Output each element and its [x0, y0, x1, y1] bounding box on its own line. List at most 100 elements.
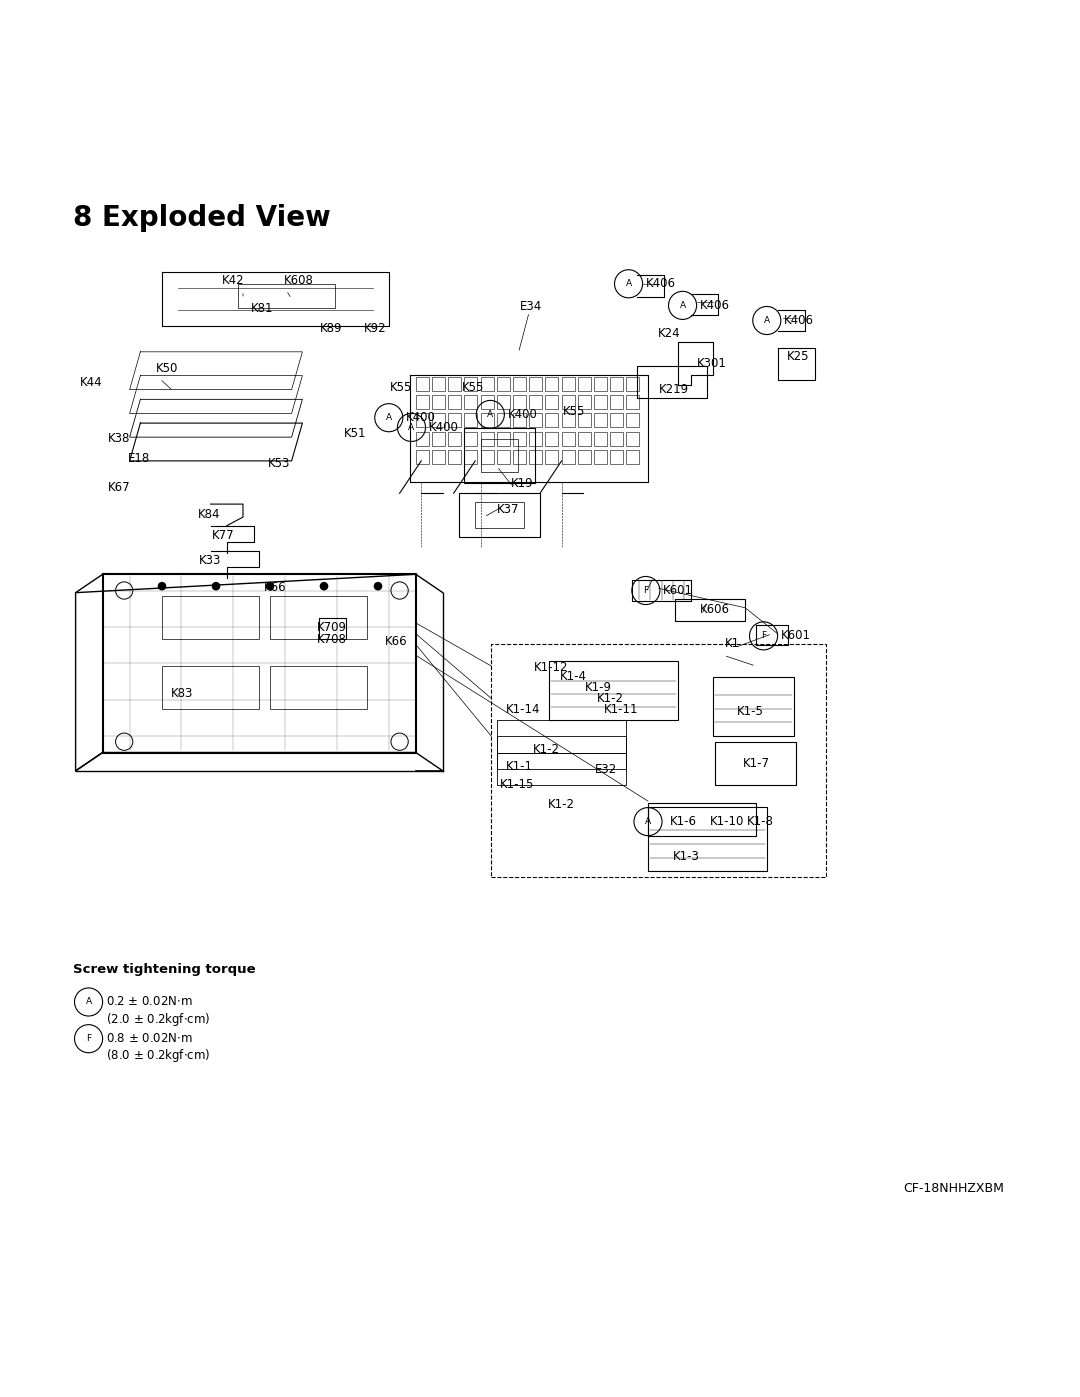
Bar: [610, 414, 623, 427]
Text: K1-5: K1-5: [737, 705, 764, 718]
Bar: [481, 395, 494, 409]
Text: K601: K601: [663, 584, 693, 597]
Text: K25: K25: [787, 349, 810, 363]
Text: (2.0 $\pm$ 0.2kgf$\cdot$cm): (2.0 $\pm$ 0.2kgf$\cdot$cm): [106, 1011, 211, 1028]
Bar: [464, 414, 477, 427]
Bar: [513, 450, 526, 464]
Text: Screw tightening torque: Screw tightening torque: [73, 963, 256, 977]
Text: A: A: [85, 997, 92, 1006]
Text: K606: K606: [700, 604, 730, 616]
Text: K608: K608: [284, 274, 314, 286]
Text: K55: K55: [563, 405, 585, 418]
Bar: [448, 395, 461, 409]
Text: K709: K709: [316, 620, 347, 634]
Bar: [545, 377, 558, 391]
Bar: [545, 450, 558, 464]
Bar: [497, 432, 510, 446]
Text: K83: K83: [171, 686, 193, 700]
Text: K38: K38: [108, 432, 131, 444]
Bar: [270, 666, 367, 710]
Bar: [481, 414, 494, 427]
Text: K42: K42: [221, 274, 244, 286]
Text: K66: K66: [384, 634, 407, 648]
Bar: [610, 432, 623, 446]
Text: K1-12: K1-12: [534, 661, 568, 673]
Text: K406: K406: [784, 314, 814, 327]
Bar: [432, 450, 445, 464]
Bar: [497, 753, 626, 785]
Bar: [481, 439, 518, 472]
Bar: [578, 377, 591, 391]
Bar: [545, 432, 558, 446]
Bar: [481, 432, 494, 446]
Bar: [626, 395, 639, 409]
Text: A: A: [408, 423, 415, 432]
Bar: [481, 377, 494, 391]
Bar: [594, 377, 607, 391]
Text: K33: K33: [199, 553, 221, 567]
Bar: [562, 377, 575, 391]
Bar: [162, 666, 259, 710]
Text: A: A: [386, 414, 392, 422]
Text: CF-18NHHZXBM: CF-18NHHZXBM: [904, 1182, 1004, 1196]
Bar: [162, 597, 259, 638]
Bar: [513, 432, 526, 446]
Bar: [448, 414, 461, 427]
Bar: [464, 432, 477, 446]
Text: K24: K24: [658, 327, 680, 339]
Bar: [481, 450, 494, 464]
Bar: [513, 395, 526, 409]
Bar: [549, 661, 678, 719]
Bar: [416, 414, 429, 427]
Bar: [448, 432, 461, 446]
Text: K66: K66: [264, 581, 286, 594]
Text: K1-14: K1-14: [505, 703, 540, 715]
Text: E34: E34: [519, 300, 542, 313]
Text: K1-3: K1-3: [673, 849, 700, 863]
Bar: [238, 284, 335, 307]
Bar: [464, 395, 477, 409]
Bar: [529, 450, 542, 464]
Bar: [497, 719, 626, 753]
Text: K37: K37: [497, 503, 519, 515]
Text: 8 Exploded View: 8 Exploded View: [73, 204, 332, 232]
Bar: [497, 736, 626, 768]
Bar: [529, 395, 542, 409]
Bar: [648, 803, 756, 835]
Text: A: A: [764, 316, 770, 326]
Bar: [513, 414, 526, 427]
Text: K53: K53: [268, 457, 291, 469]
Text: K67: K67: [108, 482, 131, 495]
Text: K89: K89: [320, 321, 342, 334]
Bar: [562, 414, 575, 427]
Text: K406: K406: [646, 277, 676, 291]
Bar: [713, 678, 794, 736]
Text: K81: K81: [251, 302, 273, 316]
Bar: [432, 377, 445, 391]
Text: K601: K601: [781, 630, 811, 643]
Text: A: A: [625, 279, 632, 288]
Circle shape: [320, 583, 328, 591]
Text: K1-2: K1-2: [548, 798, 575, 810]
Text: K219: K219: [659, 383, 689, 397]
Circle shape: [266, 583, 274, 591]
Text: K1-1: K1-1: [505, 760, 532, 773]
Bar: [497, 395, 510, 409]
Bar: [578, 432, 591, 446]
Bar: [562, 450, 575, 464]
Text: K77: K77: [212, 529, 234, 542]
Bar: [610, 377, 623, 391]
Circle shape: [212, 583, 220, 591]
Bar: [610, 450, 623, 464]
Bar: [491, 644, 826, 877]
Bar: [416, 450, 429, 464]
Text: K55: K55: [462, 381, 485, 394]
Text: F: F: [644, 585, 648, 595]
Bar: [626, 450, 639, 464]
Text: K1-6: K1-6: [670, 814, 697, 828]
Text: F: F: [86, 1034, 91, 1044]
Text: A: A: [487, 409, 494, 419]
Bar: [464, 377, 477, 391]
Text: A: A: [645, 817, 651, 826]
Bar: [648, 806, 767, 872]
